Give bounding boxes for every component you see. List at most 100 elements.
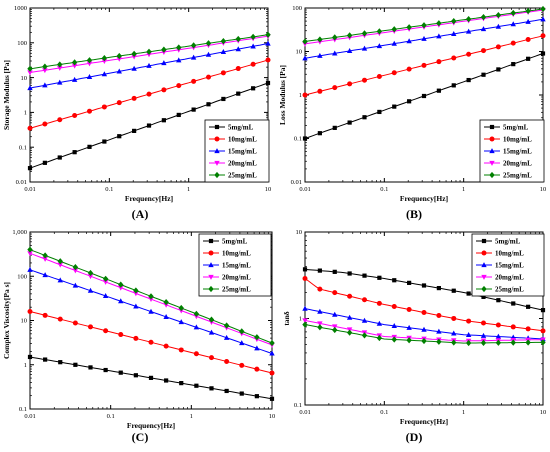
legend-marker	[208, 262, 214, 268]
data-point	[465, 16, 472, 23]
data-point	[332, 85, 338, 91]
data-point	[57, 79, 63, 85]
legend-label: 20mg/mL	[222, 274, 251, 282]
data-point	[133, 291, 139, 297]
data-point	[235, 35, 241, 43]
data-point	[347, 271, 352, 276]
y-tick-label: 1	[24, 362, 27, 369]
data-point	[481, 294, 486, 299]
series-25mg-ml	[302, 5, 546, 45]
data-point	[176, 83, 182, 89]
data-point	[206, 102, 211, 107]
data-point	[332, 125, 337, 130]
data-point	[377, 275, 382, 280]
data-point	[57, 155, 62, 160]
data-point	[236, 91, 241, 96]
data-point	[131, 95, 137, 101]
data-point	[302, 321, 308, 328]
data-point	[421, 35, 427, 41]
data-point	[317, 321, 323, 327]
data-point	[42, 68, 48, 74]
data-point	[525, 326, 531, 332]
data-point	[71, 63, 78, 69]
data-point	[495, 322, 501, 328]
y-tick-label: 0.1	[294, 402, 302, 409]
series-5mg-ml	[302, 51, 546, 141]
data-point	[332, 50, 338, 56]
data-point	[406, 324, 412, 330]
data-point	[302, 92, 308, 98]
data-point	[406, 24, 412, 31]
data-point	[526, 56, 531, 61]
legend-marker	[208, 274, 214, 280]
x-tick-label: 0.1	[380, 409, 388, 416]
legend-marker	[489, 136, 495, 142]
data-point	[481, 320, 486, 326]
data-point	[332, 324, 338, 330]
data-point	[27, 251, 33, 257]
data-point	[224, 388, 229, 394]
data-point	[376, 320, 383, 326]
data-point	[302, 38, 308, 45]
data-point	[161, 46, 167, 53]
data-point	[178, 304, 184, 312]
legend-label: 10mg/mL	[495, 250, 524, 258]
legend-marker	[214, 171, 220, 179]
data-point	[194, 383, 199, 388]
data-point	[72, 112, 78, 118]
legend-marker	[481, 285, 487, 293]
data-point	[391, 322, 397, 328]
y-tick-label: 0.01	[291, 179, 302, 186]
data-point	[361, 30, 368, 37]
data-point	[133, 287, 139, 294]
data-point	[102, 139, 107, 144]
data-point	[377, 109, 382, 115]
data-point	[27, 166, 33, 171]
data-point	[235, 66, 241, 72]
data-point	[302, 136, 308, 141]
data-point	[332, 326, 338, 334]
data-point	[193, 351, 199, 357]
x-tick-label: 1	[462, 409, 465, 416]
data-point	[103, 367, 108, 373]
data-point	[250, 61, 256, 67]
data-point	[118, 281, 124, 288]
data-point	[451, 339, 457, 346]
data-point	[495, 333, 502, 339]
data-point	[220, 49, 227, 55]
data-point	[72, 268, 79, 274]
data-point	[265, 80, 271, 86]
data-point	[87, 274, 94, 280]
data-point	[391, 336, 397, 343]
legend-label: 20mg/mL	[503, 160, 532, 168]
plot-frame	[29, 7, 269, 183]
data-point	[436, 20, 442, 27]
data-point	[302, 267, 308, 272]
data-point	[57, 65, 63, 71]
legend-label: 5mg/mL	[503, 124, 529, 132]
panel-label: (A)	[132, 207, 149, 221]
data-point	[510, 21, 516, 27]
data-point	[146, 91, 152, 97]
data-point	[133, 335, 139, 341]
data-point	[480, 339, 487, 346]
data-point	[27, 65, 33, 72]
data-point	[102, 293, 109, 299]
legend-marker	[481, 262, 487, 268]
data-point	[451, 18, 457, 25]
data-point	[510, 40, 516, 46]
data-point	[265, 31, 271, 38]
data-point	[254, 366, 260, 372]
data-point	[391, 26, 397, 33]
data-point	[57, 262, 63, 268]
data-point	[407, 99, 412, 104]
data-point	[254, 334, 260, 341]
data-point	[362, 297, 367, 303]
data-point	[163, 343, 169, 349]
data-point	[317, 131, 322, 136]
legend-label: 25mg/mL	[495, 286, 524, 294]
data-point	[27, 85, 33, 91]
data-point	[205, 51, 212, 57]
data-point	[73, 362, 78, 367]
x-tick-label: 10	[540, 186, 547, 193]
